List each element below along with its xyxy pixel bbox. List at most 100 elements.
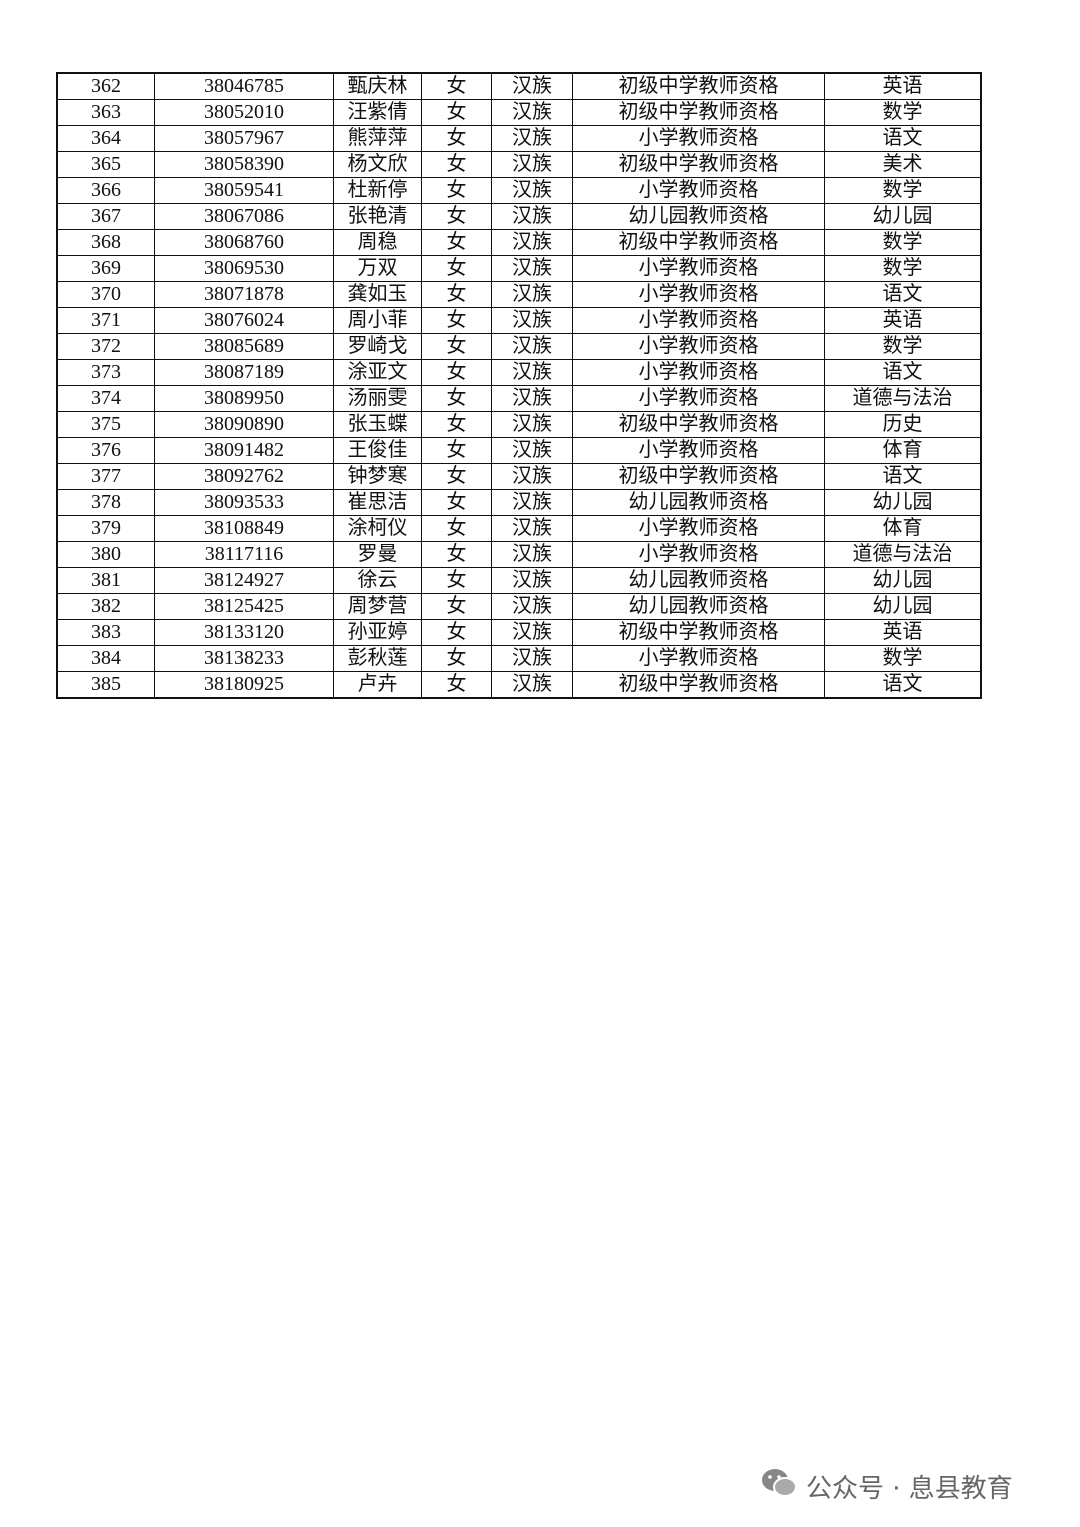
exam-id-cell: 38058390 [154, 151, 334, 178]
subject-cell: 数学 [824, 177, 982, 204]
table-row: 366 38059541 杜新停女汉族 小学教师资格 数学 [56, 177, 982, 204]
exam-id-cell: 38138233 [154, 645, 334, 672]
row-number-cell: 371 [56, 307, 155, 334]
table-row: 379 38108849 涂柯仪女汉族 小学教师资格 体育 [56, 515, 982, 542]
ethnicity-cell: 汉族 [491, 645, 573, 672]
gender-cell: 女 [421, 515, 492, 542]
certificate-type-cell: 幼儿园教师资格 [572, 567, 825, 594]
gender-cell: 女 [421, 281, 492, 308]
exam-id-cell: 38087189 [154, 359, 334, 386]
gender-cell: 女 [421, 359, 492, 386]
gender-cell: 女 [421, 593, 492, 620]
subject-cell: 英语 [824, 72, 982, 100]
table-row: 370 38071878 龚如玉女汉族 小学教师资格 语文 [56, 281, 982, 308]
certificate-type-cell: 初级中学教师资格 [572, 619, 825, 646]
gender-cell: 女 [421, 619, 492, 646]
subject-cell: 语文 [824, 281, 982, 308]
table-row: 373 38087189 涂亚文女汉族 小学教师资格 语文 [56, 359, 982, 386]
certificate-type-cell: 小学教师资格 [572, 645, 825, 672]
name-cell: 徐云 [333, 567, 422, 594]
name-cell: 周小菲 [333, 307, 422, 334]
table-row: 363 38052010 汪紫倩女汉族 初级中学教师资格 数学 [56, 99, 982, 126]
name-cell: 汤丽雯 [333, 385, 422, 412]
ethnicity-cell: 汉族 [491, 671, 573, 699]
ethnicity-cell: 汉族 [491, 307, 573, 334]
table-row: 380 38117116 罗曼女汉族 小学教师资格 道德与法治 [56, 541, 982, 568]
certificate-type-cell: 小学教师资格 [572, 307, 825, 334]
ethnicity-cell: 汉族 [491, 359, 573, 386]
gender-cell: 女 [421, 203, 492, 230]
gender-cell: 女 [421, 671, 492, 699]
row-number-cell: 385 [56, 671, 155, 699]
row-number-cell: 377 [56, 463, 155, 490]
ethnicity-cell: 汉族 [491, 541, 573, 568]
subject-cell: 语文 [824, 359, 982, 386]
subject-cell: 幼儿园 [824, 567, 982, 594]
subject-cell: 语文 [824, 125, 982, 152]
exam-id-cell: 38069530 [154, 255, 334, 282]
gender-cell: 女 [421, 151, 492, 178]
ethnicity-cell: 汉族 [491, 593, 573, 620]
row-number-cell: 375 [56, 411, 155, 438]
table-row: 367 38067086 张艳清女汉族 幼儿园教师资格 幼儿园 [56, 203, 982, 230]
row-number-cell: 368 [56, 229, 155, 256]
certificate-type-cell: 小学教师资格 [572, 515, 825, 542]
row-number-cell: 383 [56, 619, 155, 646]
subject-cell: 数学 [824, 99, 982, 126]
name-cell: 孙亚婷 [333, 619, 422, 646]
ethnicity-cell: 汉族 [491, 229, 573, 256]
row-number-cell: 380 [56, 541, 155, 568]
row-number-cell: 364 [56, 125, 155, 152]
certificate-type-cell: 小学教师资格 [572, 177, 825, 204]
table-row: 374 38089950 汤丽雯女汉族 小学教师资格 道德与法治 [56, 385, 982, 412]
ethnicity-cell: 汉族 [491, 151, 573, 178]
ethnicity-cell: 汉族 [491, 72, 573, 100]
ethnicity-cell: 汉族 [491, 619, 573, 646]
row-number-cell: 373 [56, 359, 155, 386]
certificate-type-cell: 初级中学教师资格 [572, 229, 825, 256]
certificate-type-cell: 初级中学教师资格 [572, 72, 825, 100]
name-cell: 杜新停 [333, 177, 422, 204]
name-cell: 汪紫倩 [333, 99, 422, 126]
gender-cell: 女 [421, 307, 492, 334]
subject-cell: 数学 [824, 645, 982, 672]
ethnicity-cell: 汉族 [491, 489, 573, 516]
wechat-icon [760, 1466, 798, 1507]
ethnicity-cell: 汉族 [491, 463, 573, 490]
subject-cell: 数学 [824, 333, 982, 360]
gender-cell: 女 [421, 567, 492, 594]
certificate-type-cell: 初级中学教师资格 [572, 151, 825, 178]
gender-cell: 女 [421, 333, 492, 360]
row-number-cell: 365 [56, 151, 155, 178]
exam-id-cell: 38085689 [154, 333, 334, 360]
ethnicity-cell: 汉族 [491, 437, 573, 464]
name-cell: 周梦营 [333, 593, 422, 620]
row-number-cell: 362 [56, 72, 155, 100]
table-row: 368 38068760 周稳女汉族 初级中学教师资格 数学 [56, 229, 982, 256]
name-cell: 张艳清 [333, 203, 422, 230]
gender-cell: 女 [421, 125, 492, 152]
exam-id-cell: 38071878 [154, 281, 334, 308]
table-row: 383 38133120 孙亚婷女汉族 初级中学教师资格 英语 [56, 619, 982, 646]
row-number-cell: 381 [56, 567, 155, 594]
certificate-type-cell: 小学教师资格 [572, 385, 825, 412]
gender-cell: 女 [421, 255, 492, 282]
gender-cell: 女 [421, 229, 492, 256]
exam-id-cell: 38108849 [154, 515, 334, 542]
ethnicity-cell: 汉族 [491, 515, 573, 542]
gender-cell: 女 [421, 489, 492, 516]
certificate-type-cell: 幼儿园教师资格 [572, 593, 825, 620]
exam-id-cell: 38052010 [154, 99, 334, 126]
certificate-type-cell: 幼儿园教师资格 [572, 489, 825, 516]
certificate-type-cell: 小学教师资格 [572, 281, 825, 308]
certificate-type-cell: 初级中学教师资格 [572, 411, 825, 438]
certificate-type-cell: 小学教师资格 [572, 125, 825, 152]
table-row: 377 38092762 钟梦寒女汉族 初级中学教师资格 语文 [56, 463, 982, 490]
ethnicity-cell: 汉族 [491, 385, 573, 412]
name-cell: 罗曼 [333, 541, 422, 568]
subject-cell: 幼儿园 [824, 489, 982, 516]
row-number-cell: 384 [56, 645, 155, 672]
exam-id-cell: 38076024 [154, 307, 334, 334]
gender-cell: 女 [421, 437, 492, 464]
name-cell: 罗崎戈 [333, 333, 422, 360]
